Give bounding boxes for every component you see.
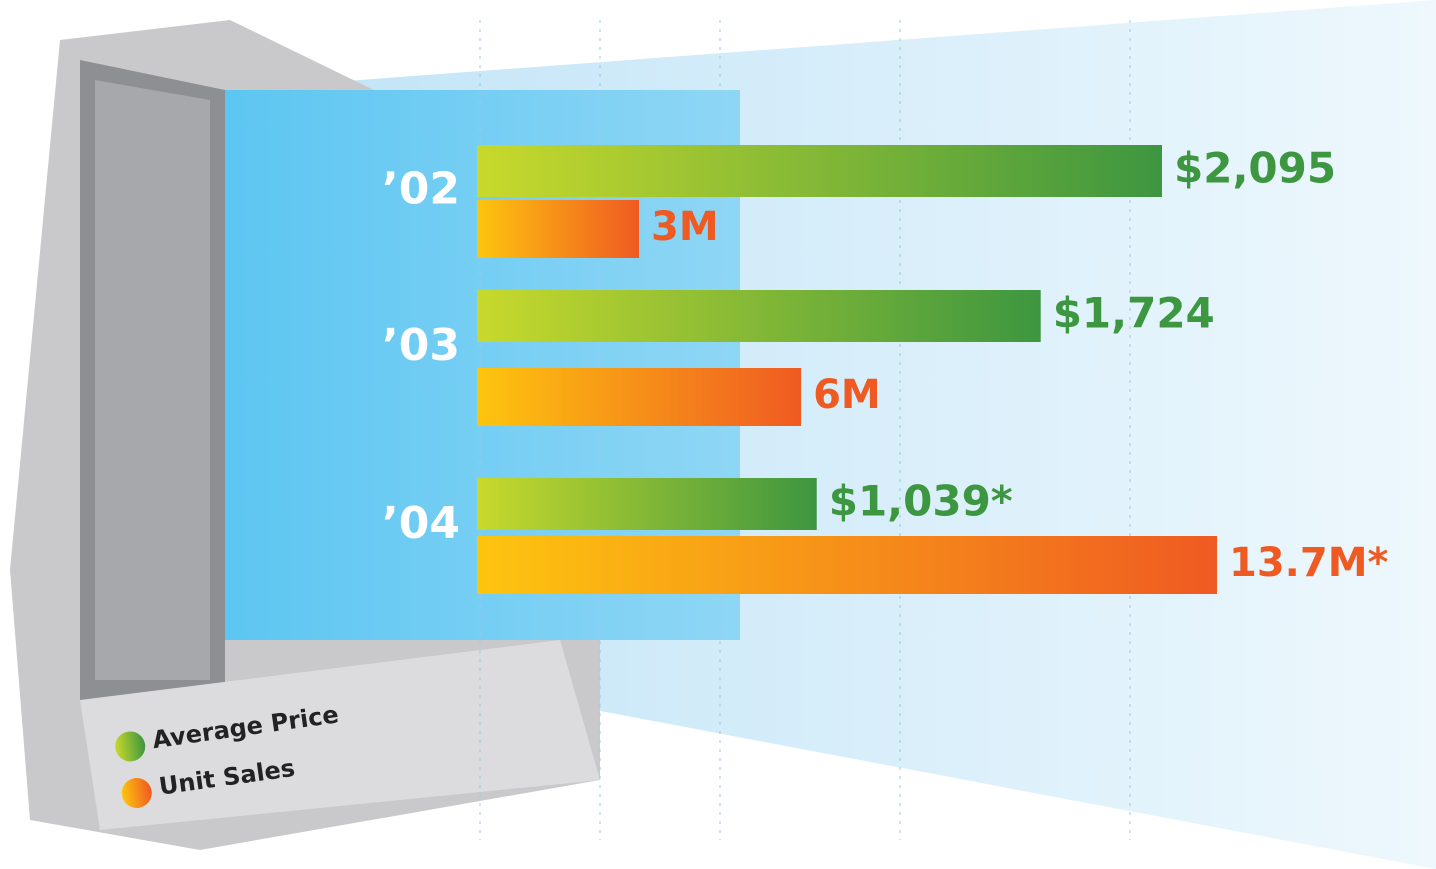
value-label: $2,095	[1174, 144, 1336, 193]
category-label: ’02	[382, 164, 460, 215]
bar	[477, 536, 1217, 594]
bar	[477, 290, 1041, 342]
value-label: $1,039*	[829, 477, 1013, 526]
value-label: 13.7M*	[1229, 540, 1388, 586]
category-label: ’03	[382, 320, 460, 371]
value-label: $1,724	[1053, 289, 1215, 338]
bar	[477, 145, 1162, 197]
value-label: 3M	[651, 204, 719, 250]
bar	[477, 478, 817, 530]
bar	[477, 368, 802, 426]
legend-swatch	[115, 731, 146, 762]
legend-swatch	[121, 777, 152, 808]
bar	[477, 200, 640, 258]
value-label: 6M	[813, 372, 881, 418]
category-label: ’04	[382, 498, 460, 549]
